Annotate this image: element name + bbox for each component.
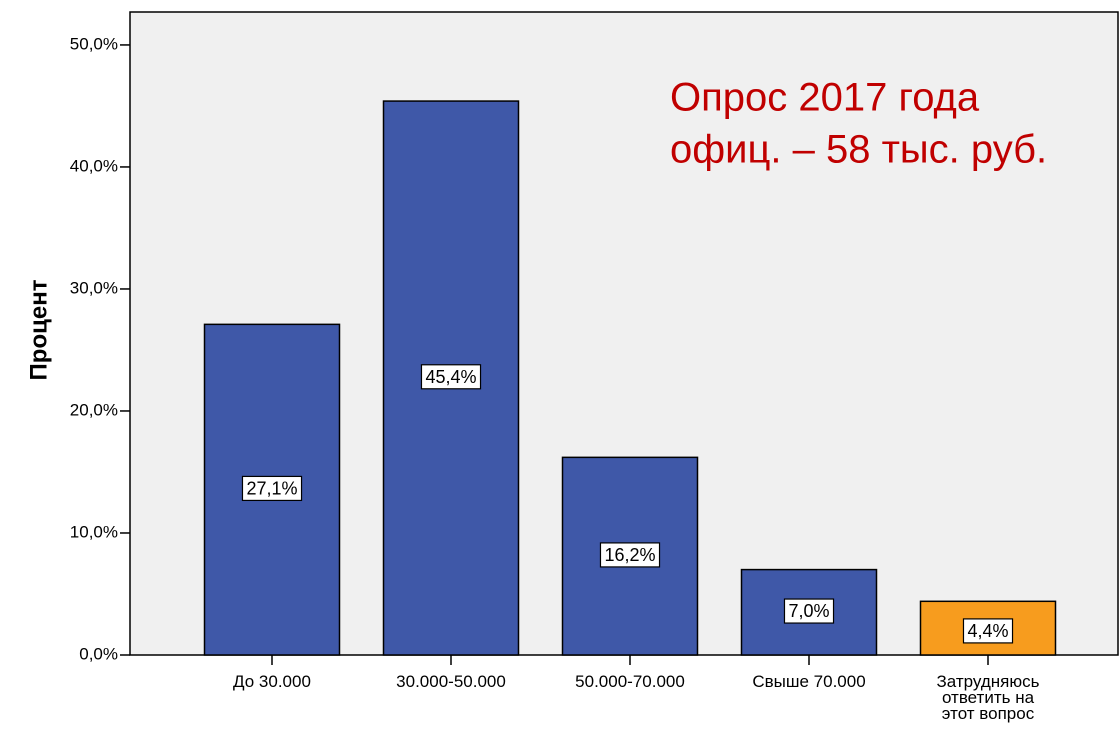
- y-tick-label: 30,0%: [70, 278, 118, 297]
- y-tick-label: 20,0%: [70, 400, 118, 419]
- value-label-box: [599, 542, 661, 568]
- x-tick-label: До 30.000: [233, 672, 311, 691]
- x-tick-label-line: этот вопрос: [942, 704, 1035, 723]
- x-tick-label: 30.000-50.000: [396, 672, 506, 691]
- y-tick-label: 0,0%: [79, 644, 118, 663]
- y-tick-label: 10,0%: [70, 522, 118, 541]
- annotation: Опрос 2017 года: [670, 76, 980, 120]
- x-tick-label-line: Затрудняюсь: [937, 672, 1040, 691]
- x-tick-label-line: 50.000-70.000: [575, 672, 685, 691]
- value-label: 16,2%: [604, 545, 655, 565]
- x-tick-label: Свыше 70.000: [752, 672, 865, 691]
- x-tick-label-line: До 30.000: [233, 672, 311, 691]
- value-label: 4,4%: [967, 621, 1008, 641]
- value-label-box: [420, 364, 482, 390]
- x-tick-label-line: Свыше 70.000: [752, 672, 865, 691]
- x-tick-label: Затрудняюсь ответить на этот вопрос: [937, 672, 1040, 723]
- x-tick-label: 50.000-70.000: [575, 672, 685, 691]
- y-tick-label: 50,0%: [70, 34, 118, 53]
- value-label-box: [962, 618, 1014, 644]
- value-label-box: [241, 475, 303, 502]
- x-tick-label-line: 30.000-50.000: [396, 672, 506, 691]
- x-tick-label-line: ответить на: [942, 688, 1035, 707]
- y-tick-label: 40,0%: [70, 156, 118, 175]
- value-label: 27,1%: [246, 478, 297, 498]
- y-axis-label: Процент: [25, 279, 52, 380]
- value-label: 7,0%: [788, 601, 829, 621]
- value-label-box: [783, 598, 835, 624]
- value-label: 45,4%: [425, 367, 476, 387]
- annotation: офиц. – 58 тыс. руб.: [670, 128, 1047, 172]
